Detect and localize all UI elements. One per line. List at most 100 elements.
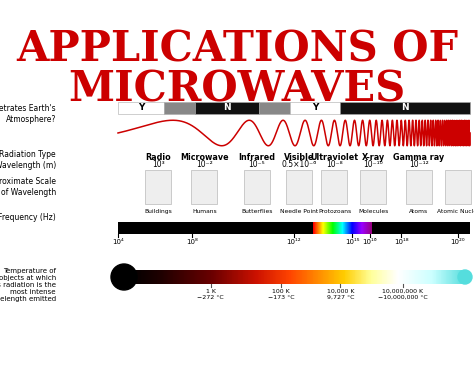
- Bar: [319, 270, 320, 284]
- Bar: [446, 270, 447, 284]
- Bar: [338, 222, 339, 234]
- Bar: [181, 270, 182, 284]
- Bar: [315, 222, 316, 234]
- Bar: [232, 270, 233, 284]
- Bar: [345, 222, 346, 234]
- Bar: [312, 270, 313, 284]
- Bar: [244, 270, 245, 284]
- Bar: [173, 270, 174, 284]
- Bar: [350, 270, 351, 284]
- Bar: [421, 270, 423, 284]
- Bar: [356, 222, 357, 234]
- Bar: [365, 222, 366, 234]
- Bar: [329, 222, 330, 234]
- Text: Ultraviolet: Ultraviolet: [310, 153, 358, 162]
- Bar: [153, 270, 154, 284]
- Bar: [330, 222, 331, 234]
- Bar: [198, 270, 200, 284]
- Text: Penetrates Earth's
Atmosphere?: Penetrates Earth's Atmosphere?: [0, 104, 56, 124]
- Bar: [163, 270, 164, 284]
- Bar: [343, 222, 344, 234]
- Bar: [260, 270, 262, 284]
- Bar: [402, 270, 403, 284]
- Bar: [316, 222, 317, 234]
- Bar: [183, 270, 184, 284]
- Bar: [445, 270, 446, 284]
- Bar: [380, 270, 382, 284]
- Bar: [348, 222, 349, 234]
- Bar: [341, 222, 342, 234]
- Bar: [134, 270, 136, 284]
- Bar: [308, 270, 310, 284]
- Bar: [343, 222, 344, 234]
- Bar: [357, 270, 359, 284]
- Bar: [441, 270, 443, 284]
- Text: APPLICATIONS OF: APPLICATIONS OF: [16, 28, 458, 70]
- Bar: [320, 222, 321, 234]
- Bar: [324, 222, 325, 234]
- Bar: [146, 170, 172, 204]
- Bar: [301, 270, 303, 284]
- Bar: [320, 270, 321, 284]
- Bar: [151, 270, 152, 284]
- Bar: [410, 270, 411, 284]
- Bar: [346, 270, 347, 284]
- Bar: [364, 270, 365, 284]
- Bar: [360, 270, 361, 284]
- Text: Atoms: Atoms: [410, 209, 428, 214]
- Bar: [354, 222, 355, 234]
- Bar: [228, 270, 230, 284]
- Bar: [201, 270, 203, 284]
- Bar: [331, 222, 332, 234]
- Bar: [323, 222, 324, 234]
- Bar: [275, 270, 277, 284]
- Bar: [424, 270, 425, 284]
- Bar: [256, 270, 257, 284]
- Bar: [450, 270, 451, 284]
- Bar: [360, 222, 361, 234]
- Bar: [328, 270, 330, 284]
- Bar: [337, 222, 338, 234]
- Bar: [325, 222, 326, 234]
- Bar: [454, 270, 456, 284]
- Bar: [307, 270, 308, 284]
- Text: Molecules: Molecules: [358, 209, 388, 214]
- Bar: [460, 270, 461, 284]
- Bar: [346, 222, 347, 234]
- Bar: [339, 222, 340, 234]
- Bar: [213, 270, 215, 284]
- Bar: [354, 222, 355, 234]
- Bar: [329, 270, 331, 284]
- Bar: [142, 270, 144, 284]
- Circle shape: [458, 270, 472, 284]
- Bar: [194, 270, 195, 284]
- Bar: [349, 222, 350, 234]
- Bar: [254, 270, 255, 284]
- Bar: [153, 270, 155, 284]
- Bar: [174, 270, 176, 284]
- Bar: [259, 102, 291, 114]
- Bar: [335, 222, 336, 234]
- Text: X-ray: X-ray: [362, 153, 385, 162]
- Bar: [366, 222, 367, 234]
- Bar: [359, 222, 360, 234]
- Bar: [346, 222, 347, 234]
- Bar: [130, 270, 132, 284]
- Bar: [241, 270, 242, 284]
- Bar: [358, 222, 359, 234]
- Bar: [347, 222, 348, 234]
- Bar: [296, 270, 297, 284]
- Bar: [200, 270, 201, 284]
- Bar: [202, 270, 203, 284]
- Bar: [365, 222, 366, 234]
- Bar: [405, 270, 407, 284]
- Bar: [447, 270, 448, 284]
- Bar: [452, 270, 454, 284]
- Bar: [426, 270, 428, 284]
- Bar: [272, 270, 273, 284]
- Bar: [333, 222, 334, 234]
- Bar: [362, 222, 363, 234]
- Bar: [333, 270, 334, 284]
- Bar: [234, 270, 236, 284]
- Bar: [401, 270, 402, 284]
